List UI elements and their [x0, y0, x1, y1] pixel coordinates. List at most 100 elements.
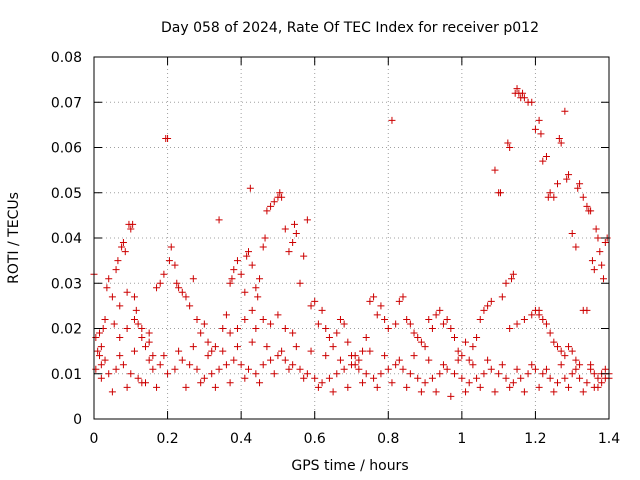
data-point: [219, 347, 227, 355]
data-point: [259, 243, 267, 251]
data-point: [300, 252, 308, 260]
data-point: [193, 315, 201, 323]
data-point: [550, 338, 558, 346]
data-point: [392, 320, 400, 328]
data-point: [171, 365, 179, 373]
data-point: [359, 379, 367, 387]
data-point: [233, 343, 241, 351]
y-tick-label: 0: [73, 412, 82, 428]
data-point: [451, 334, 458, 342]
data-point: [465, 379, 473, 387]
data-point: [537, 130, 545, 138]
data-point: [473, 374, 481, 382]
data-point: [208, 370, 216, 378]
data-point: [259, 315, 267, 323]
data-point: [546, 374, 554, 382]
data-point: [473, 334, 481, 342]
data-point: [451, 370, 458, 378]
data-point: [469, 343, 477, 351]
x-tick-label: 0.2: [156, 431, 178, 447]
data-point: [263, 343, 271, 351]
data-point: [403, 383, 411, 391]
data-point: [579, 193, 587, 201]
chart-title: Day 058 of 2024, Rate Of TEC Index for r…: [161, 20, 539, 36]
data-point: [381, 315, 389, 323]
data-point: [388, 116, 396, 124]
data-point: [484, 302, 492, 310]
data-point: [246, 184, 254, 192]
data-point: [186, 361, 194, 369]
data-point: [496, 189, 504, 197]
data-point: [274, 311, 282, 319]
data-point: [267, 202, 275, 210]
data-point: [108, 388, 116, 396]
data-point: [344, 383, 352, 391]
data-point: [274, 352, 282, 360]
data-point: [96, 352, 104, 360]
data-point: [267, 320, 275, 328]
data-point: [546, 329, 554, 337]
data-point: [108, 293, 116, 301]
x-tick-label: 0.8: [377, 431, 399, 447]
data-point: [322, 352, 330, 360]
data-point: [554, 379, 561, 387]
data-point: [175, 284, 183, 292]
data-point: [303, 216, 311, 224]
data-point: [153, 284, 161, 292]
data-point: [565, 171, 573, 179]
data-point: [197, 329, 205, 337]
data-point: [329, 388, 337, 396]
data-point: [502, 374, 510, 382]
data-point: [237, 270, 245, 278]
data-point: [123, 288, 131, 296]
data-point: [114, 257, 122, 265]
x-axis-label: GPS time / hours: [291, 458, 408, 474]
data-point: [425, 356, 433, 364]
data-point: [116, 352, 124, 360]
data-point: [292, 229, 300, 237]
data-point: [226, 329, 234, 337]
data-point: [506, 383, 514, 391]
data-point: [576, 374, 584, 382]
data-point: [189, 343, 197, 351]
x-tick-label: 1: [457, 431, 466, 447]
data-point: [300, 374, 308, 382]
data-point: [134, 374, 142, 382]
data-point: [598, 379, 606, 387]
data-point: [226, 279, 234, 287]
data-point: [289, 239, 297, 247]
data-point: [557, 347, 565, 355]
data-point: [381, 352, 389, 360]
data-point: [241, 374, 249, 382]
data-point: [182, 293, 190, 301]
data-point: [421, 343, 429, 351]
data-point: [285, 365, 293, 373]
data-point: [370, 293, 378, 301]
data-point: [230, 356, 238, 364]
data-point: [130, 315, 138, 323]
data-point: [454, 347, 462, 355]
data-point: [542, 365, 550, 373]
data-point: [576, 180, 584, 188]
data-point: [447, 392, 455, 400]
data-point: [373, 383, 381, 391]
data-point: [92, 334, 100, 342]
data-point: [116, 302, 124, 310]
data-point: [267, 356, 275, 364]
data-point: [469, 361, 477, 369]
data-point: [103, 284, 111, 292]
data-point: [263, 207, 271, 215]
data-point: [164, 370, 172, 378]
data-point: [292, 343, 300, 351]
data-point: [395, 356, 403, 364]
x-tick-label: 1.4: [598, 431, 620, 447]
data-point: [97, 361, 105, 369]
y-tick-label: 0.08: [51, 50, 82, 66]
data-point: [436, 306, 444, 314]
data-point: [531, 365, 539, 373]
data-point: [583, 379, 591, 387]
data-point: [276, 189, 284, 197]
data-point: [289, 361, 297, 369]
data-point: [480, 306, 488, 314]
